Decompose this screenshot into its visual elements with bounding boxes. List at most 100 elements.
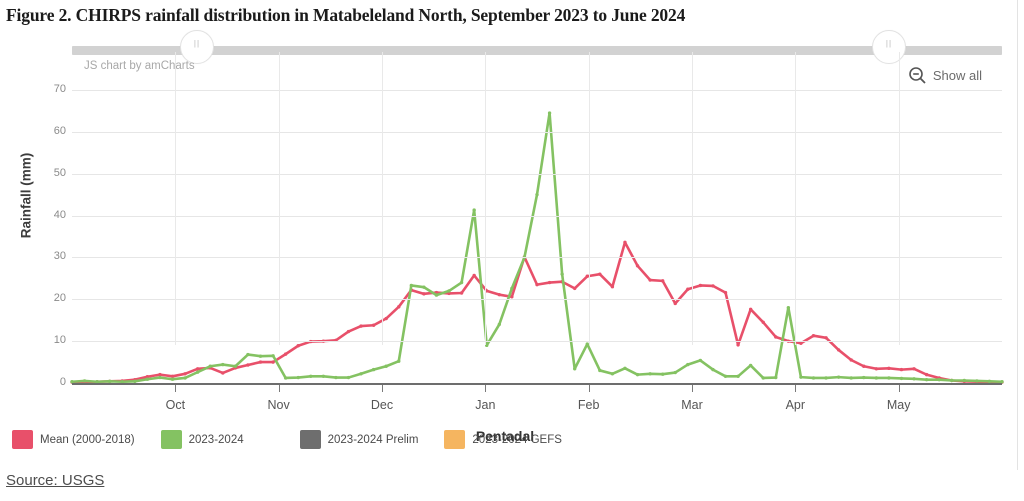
series-data-point[interactable] <box>334 375 338 380</box>
show-all-button[interactable]: Show all <box>908 66 982 85</box>
series-data-point[interactable] <box>912 377 916 381</box>
series-data-point[interactable] <box>371 323 376 327</box>
series-data-point[interactable] <box>183 376 187 380</box>
series-data-point[interactable] <box>447 291 451 296</box>
series-data-point[interactable] <box>686 362 690 367</box>
series-data-point[interactable] <box>698 358 703 363</box>
scrollbar-grip-left[interactable]: || <box>180 30 214 64</box>
series-data-point[interactable] <box>1000 380 1004 384</box>
series-data-point[interactable] <box>547 280 552 285</box>
series-data-point[interactable] <box>774 335 778 339</box>
series-data-point[interactable] <box>573 367 577 371</box>
series-data-point[interactable] <box>221 362 225 367</box>
series-data-point[interactable] <box>246 352 250 357</box>
series-data-point[interactable] <box>598 368 602 373</box>
series-data-point[interactable] <box>761 376 765 380</box>
series-data-point[interactable] <box>95 380 99 384</box>
series-data-point[interactable] <box>145 377 150 381</box>
legend-item[interactable]: 2023-2024 <box>160 430 244 449</box>
series-data-point[interactable] <box>799 341 803 345</box>
series-data-point[interactable] <box>887 366 891 371</box>
series-data-point[interactable] <box>723 374 728 378</box>
series-data-point[interactable] <box>987 379 992 384</box>
series-data-point[interactable] <box>434 293 439 297</box>
series-data-point[interactable] <box>824 376 828 380</box>
series-data-point[interactable] <box>397 305 401 309</box>
series-data-point[interactable] <box>635 264 640 268</box>
series-data-point[interactable] <box>950 378 954 383</box>
series-data-point[interactable] <box>472 273 476 278</box>
series-data-point[interactable] <box>698 283 703 288</box>
series-data-point[interactable] <box>447 289 451 293</box>
series-data-point[interactable] <box>924 377 929 382</box>
series-data-point[interactable] <box>82 379 87 383</box>
chart-scrollbar-track[interactable] <box>72 46 1002 55</box>
series-data-point[interactable] <box>648 278 652 282</box>
series-data-point[interactable] <box>309 374 313 378</box>
series-data-point[interactable] <box>547 111 552 115</box>
series-data-point[interactable] <box>283 376 288 380</box>
series-data-point[interactable] <box>874 376 879 380</box>
series-data-point[interactable] <box>359 324 363 328</box>
series-data-point[interactable] <box>962 378 966 383</box>
series-data-point[interactable] <box>673 301 677 306</box>
series-data-point[interactable] <box>899 367 904 372</box>
series-data-point[interactable] <box>849 358 853 362</box>
series-data-point[interactable] <box>573 286 577 291</box>
series-data-point[interactable] <box>371 367 376 372</box>
series-data-point[interactable] <box>208 364 212 368</box>
series-data-point[interactable] <box>736 374 740 378</box>
series-data-point[interactable] <box>158 372 162 377</box>
series-data-point[interactable] <box>635 372 640 377</box>
chart-scrollbar-thumb[interactable] <box>72 46 1002 55</box>
series-data-point[interactable] <box>170 377 175 381</box>
series-data-point[interactable] <box>912 367 916 371</box>
series-data-point[interactable] <box>422 285 426 289</box>
series-data-point[interactable] <box>862 375 866 380</box>
series-data-point[interactable] <box>924 372 929 377</box>
series-data-point[interactable] <box>346 329 351 334</box>
series-data-point[interactable] <box>824 336 828 340</box>
series-data-point[interactable] <box>384 364 388 368</box>
source-link[interactable]: Source: USGS <box>6 472 105 489</box>
series-data-point[interactable] <box>711 284 715 288</box>
series-data-point[interactable] <box>660 372 665 376</box>
series-data-point[interactable] <box>459 280 464 285</box>
series-data-point[interactable] <box>158 375 162 380</box>
series-data-point[interactable] <box>585 342 589 346</box>
series-data-point[interactable] <box>120 380 124 384</box>
series-data-point[interactable] <box>899 376 904 381</box>
series-data-point[interactable] <box>761 320 765 325</box>
series-data-point[interactable] <box>195 367 200 371</box>
series-data-point[interactable] <box>271 354 275 358</box>
series-data-point[interactable] <box>748 307 753 312</box>
series-data-point[interactable] <box>145 375 150 379</box>
series-data-point[interactable] <box>836 375 841 379</box>
series-data-point[interactable] <box>937 377 941 382</box>
series-data-point[interactable] <box>170 374 175 378</box>
series-data-point[interactable] <box>246 363 250 367</box>
series-data-point[interactable] <box>786 305 791 310</box>
scrollbar-grip-right[interactable]: || <box>872 30 906 64</box>
series-data-point[interactable] <box>510 295 514 299</box>
series-data-point[interactable] <box>70 380 74 384</box>
series-data-point[interactable] <box>887 376 891 380</box>
series-data-point[interactable] <box>233 364 238 368</box>
series-data-point[interactable] <box>359 372 363 376</box>
series-data-point[interactable] <box>321 374 326 378</box>
legend-item[interactable]: 2023-2024 Prelim <box>299 430 418 449</box>
series-data-point[interactable] <box>975 379 979 383</box>
series-data-point[interactable] <box>711 367 715 372</box>
series-data-point[interactable] <box>623 240 627 245</box>
series-data-point[interactable] <box>610 285 615 289</box>
series-data-point[interactable] <box>560 272 564 276</box>
series-data-point[interactable] <box>836 348 841 352</box>
series-data-point[interactable] <box>648 372 652 376</box>
series-data-point[interactable] <box>598 272 602 276</box>
series-data-point[interactable] <box>133 379 137 384</box>
series-data-point[interactable] <box>296 344 300 348</box>
series-data-point[interactable] <box>723 290 728 295</box>
series-data-point[interactable] <box>623 366 627 371</box>
series-data-point[interactable] <box>258 360 263 364</box>
series-data-point[interactable] <box>535 192 539 197</box>
